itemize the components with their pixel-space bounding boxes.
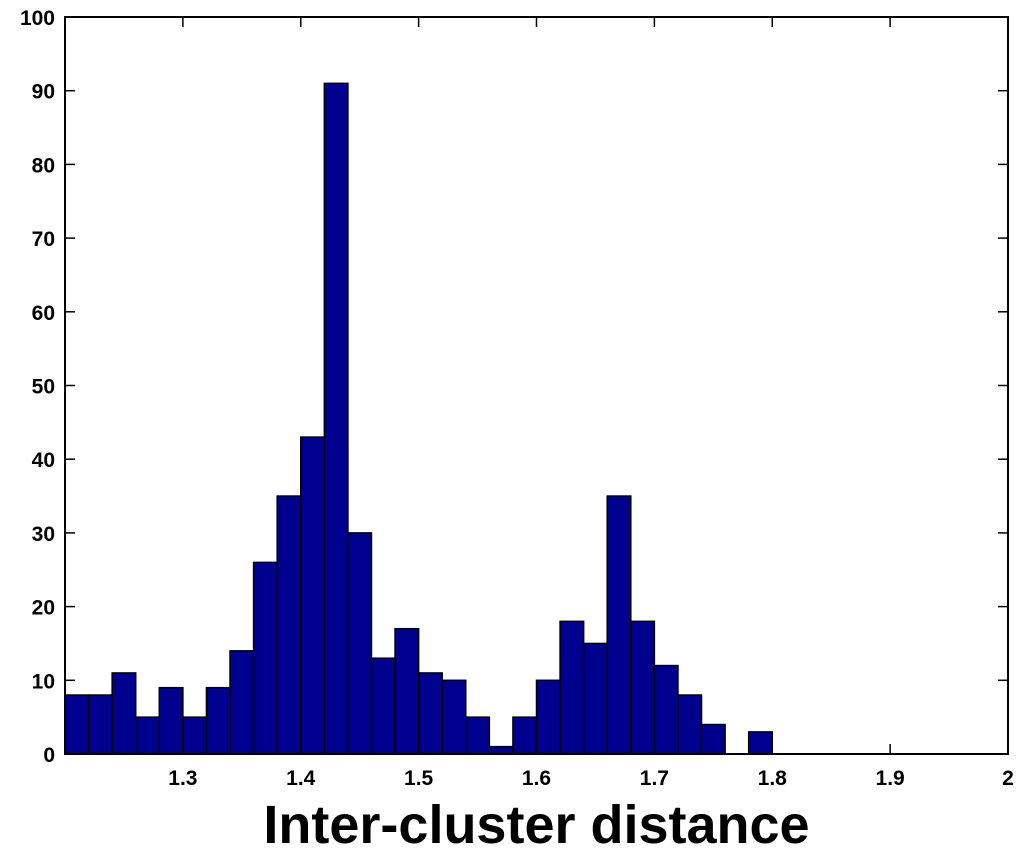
histogram-bar (606, 495, 632, 755)
histogram-bar (747, 731, 773, 755)
histogram-bar (252, 561, 278, 755)
histogram-bar (653, 664, 679, 755)
histogram-bar (488, 745, 514, 755)
histogram-bar (700, 723, 726, 755)
histogram-bar (276, 495, 302, 755)
histogram-bar (559, 620, 585, 755)
x-tick-label: 1.7 (640, 767, 669, 790)
x-tick-label: 1.5 (404, 767, 434, 790)
histogram-bar (465, 716, 491, 755)
histogram-bar (630, 620, 656, 755)
histogram-bar (87, 694, 113, 755)
y-tick-label: 70 (32, 228, 55, 251)
x-tick-labels: 1.3 1.4 1.5 1.6 1.7 1.8 1.9 2 (168, 767, 1014, 790)
y-tick-label: 40 (32, 449, 55, 472)
histogram-bar (229, 650, 255, 755)
y-tick-label: 50 (32, 376, 55, 399)
histogram-bar (677, 694, 703, 755)
x-tick-label: 2 (1002, 767, 1014, 790)
ticks-group (65, 16, 1009, 755)
y-tick-label: 80 (32, 154, 55, 177)
x-tick-label: 1.3 (168, 767, 197, 790)
histogram-bar (347, 532, 373, 755)
histogram-bar (134, 716, 161, 755)
x-tick-label: 1.8 (758, 767, 788, 790)
histogram-bar (300, 436, 326, 755)
histogram-bar (182, 716, 208, 755)
y-tick-label: 60 (32, 302, 55, 325)
x-tick-label: 1.4 (286, 767, 316, 790)
histogram-bar (323, 82, 349, 755)
histogram-bar (158, 686, 184, 755)
plot-area-frame (64, 16, 1009, 755)
y-tick-label: 20 (32, 597, 55, 620)
histogram-bar (205, 686, 231, 755)
y-tick-label: 10 (32, 670, 55, 693)
y-tick-label: 100 (20, 7, 55, 30)
x-tick-label: 1.6 (522, 767, 551, 790)
y-tick-label: 30 (32, 523, 55, 546)
histogram-bar (417, 672, 443, 755)
histogram-bar (394, 627, 420, 755)
y-tick-labels: 0 10 20 30 40 50 60 70 80 90 100 (20, 7, 55, 767)
histogram-bar (111, 672, 137, 755)
y-tick-label: 90 (32, 81, 55, 104)
bars-group (64, 82, 773, 755)
histogram-bar (512, 716, 538, 755)
histogram-bar (582, 642, 608, 755)
x-axis-title: Inter-cluster distance (263, 795, 809, 852)
histogram-bar (64, 694, 90, 755)
x-tick-label: 1.9 (876, 767, 905, 790)
histogram-bar (370, 657, 396, 755)
histogram-bar (441, 679, 467, 755)
histogram-bar (535, 679, 561, 755)
y-tick-label: 0 (43, 744, 55, 767)
